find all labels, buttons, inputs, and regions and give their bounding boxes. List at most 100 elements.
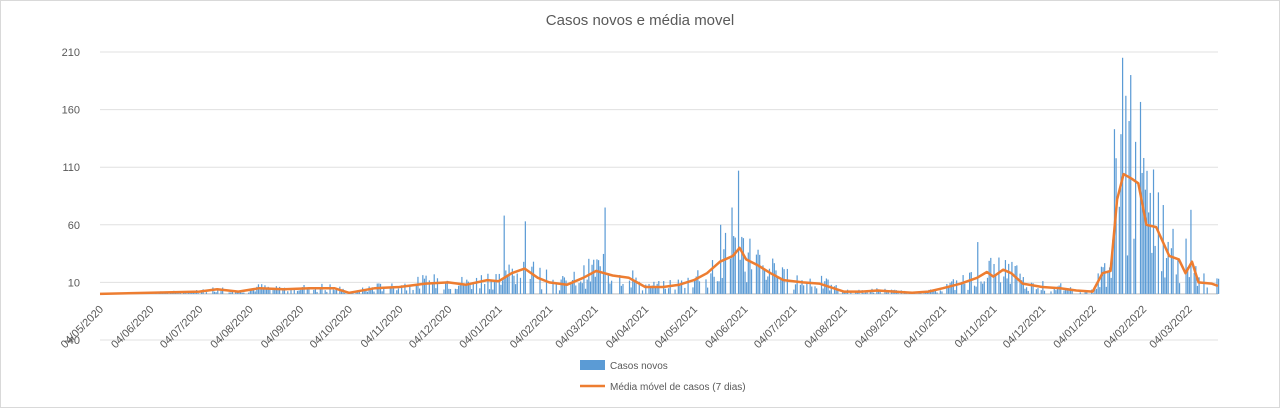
bar <box>230 292 232 294</box>
bar <box>301 287 304 294</box>
bar <box>1195 266 1197 294</box>
bar <box>449 289 452 294</box>
bar <box>589 281 592 294</box>
bar <box>1118 206 1120 294</box>
bar <box>776 276 779 294</box>
bar <box>604 207 606 294</box>
bar <box>1154 245 1156 294</box>
bar <box>391 283 393 294</box>
x-tick-label: 04/03/2022 <box>1147 304 1194 351</box>
bar <box>256 286 258 294</box>
bar <box>954 290 956 294</box>
bar <box>332 289 334 294</box>
bar <box>1094 289 1096 294</box>
bar <box>707 287 709 294</box>
bar <box>1107 272 1109 294</box>
bar <box>1193 272 1195 294</box>
bar <box>775 270 777 294</box>
bar <box>680 280 683 294</box>
bar <box>633 281 635 294</box>
bar <box>508 264 510 294</box>
bar <box>516 273 518 294</box>
bar <box>514 284 517 294</box>
bar <box>365 289 367 294</box>
bar <box>746 282 748 294</box>
bar <box>1102 267 1104 294</box>
bar <box>630 287 632 294</box>
bar <box>822 288 824 294</box>
bar <box>565 280 567 294</box>
bar <box>584 288 587 294</box>
x-tick-label: 04/05/2020 <box>59 304 106 351</box>
bar <box>490 280 492 294</box>
bar <box>396 290 398 294</box>
bar <box>431 284 434 294</box>
bar <box>1190 209 1192 294</box>
bar <box>1165 258 1168 294</box>
bar <box>1027 290 1029 294</box>
bar <box>934 289 937 294</box>
bar <box>505 270 507 294</box>
bar <box>1055 290 1057 294</box>
bar <box>856 292 858 294</box>
bar <box>178 293 180 294</box>
bar <box>973 285 976 294</box>
x-tick-label: 04/03/2021 <box>553 304 600 351</box>
bar <box>1104 263 1106 294</box>
bar <box>977 242 979 294</box>
bar <box>793 289 795 294</box>
bar <box>498 273 500 294</box>
bar <box>217 288 219 294</box>
bar <box>739 259 741 294</box>
bar <box>519 277 522 294</box>
bar <box>814 286 816 294</box>
bar <box>999 282 1002 294</box>
bar <box>955 280 958 294</box>
bar <box>335 288 338 294</box>
bar <box>651 285 653 294</box>
y-tick-label: 210 <box>62 47 80 59</box>
bar <box>1053 286 1055 294</box>
bar <box>241 292 243 294</box>
bar <box>1198 277 1200 294</box>
bar <box>931 290 933 294</box>
bar <box>1003 276 1005 294</box>
x-axis-ticks: 04/05/2020 04/06/2020 04/07/2020 04/08/2020… <box>59 304 1195 351</box>
bar <box>796 275 798 294</box>
bar <box>667 288 670 294</box>
bar <box>949 282 951 294</box>
bar <box>628 280 631 294</box>
bar <box>975 286 977 294</box>
bar <box>648 283 650 294</box>
bar <box>493 280 496 294</box>
bar <box>392 286 395 294</box>
bar <box>863 293 865 294</box>
bar <box>405 290 408 294</box>
bar <box>381 291 383 294</box>
bar <box>599 266 601 294</box>
bar <box>279 286 281 294</box>
bar <box>319 287 321 294</box>
bar <box>986 277 989 294</box>
bar <box>1143 157 1145 294</box>
bar <box>1135 141 1137 294</box>
bar <box>596 259 598 294</box>
bar <box>308 287 310 294</box>
bar <box>773 263 775 294</box>
bar <box>1162 205 1164 294</box>
bar <box>259 287 261 294</box>
bar <box>575 285 577 294</box>
bar <box>389 288 391 294</box>
bar <box>747 252 749 294</box>
bar <box>1112 239 1114 294</box>
bar <box>456 289 458 294</box>
bar <box>622 283 624 294</box>
bar <box>879 290 881 294</box>
bar <box>186 293 188 294</box>
bar <box>231 291 234 294</box>
bar <box>1032 283 1034 294</box>
bar <box>1058 285 1060 294</box>
bar <box>571 280 574 294</box>
x-tick-label: 04/12/2021 <box>1001 304 1048 351</box>
bar <box>650 287 652 294</box>
